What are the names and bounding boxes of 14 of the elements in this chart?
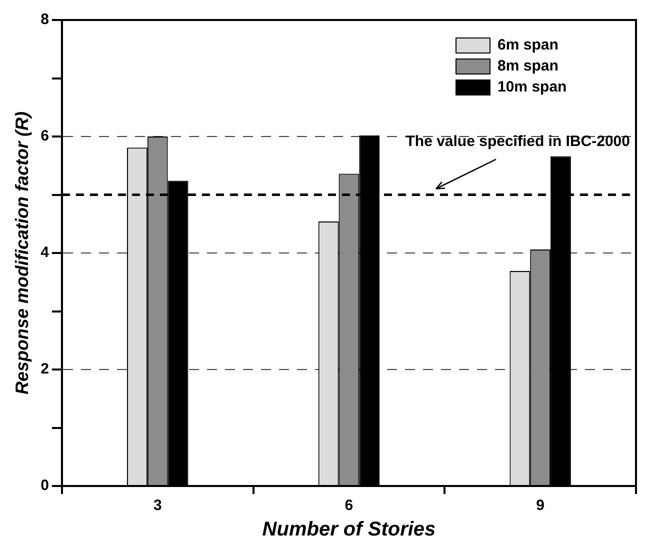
y-axis-title: Response modification factor (R) [12, 111, 32, 395]
y-tick-label: 0 [40, 477, 49, 494]
y-tick-label: 8 [40, 11, 49, 28]
x-tick-label: 3 [153, 497, 162, 514]
ref-line-label: The value specified in IBC-2000 [406, 132, 630, 150]
legend-label: 8m span [498, 58, 558, 75]
y-tick-label: 6 [40, 128, 49, 145]
x-axis-title: Number of Stories [262, 518, 436, 541]
legend-label: 6m span [498, 36, 558, 54]
legend-label: 10m span [498, 78, 567, 96]
x-tick-label: 9 [536, 497, 544, 514]
y-tick-label: 4 [40, 244, 50, 262]
y-tick-label: 2 [40, 360, 49, 378]
x-tick-label: 6 [344, 497, 354, 514]
